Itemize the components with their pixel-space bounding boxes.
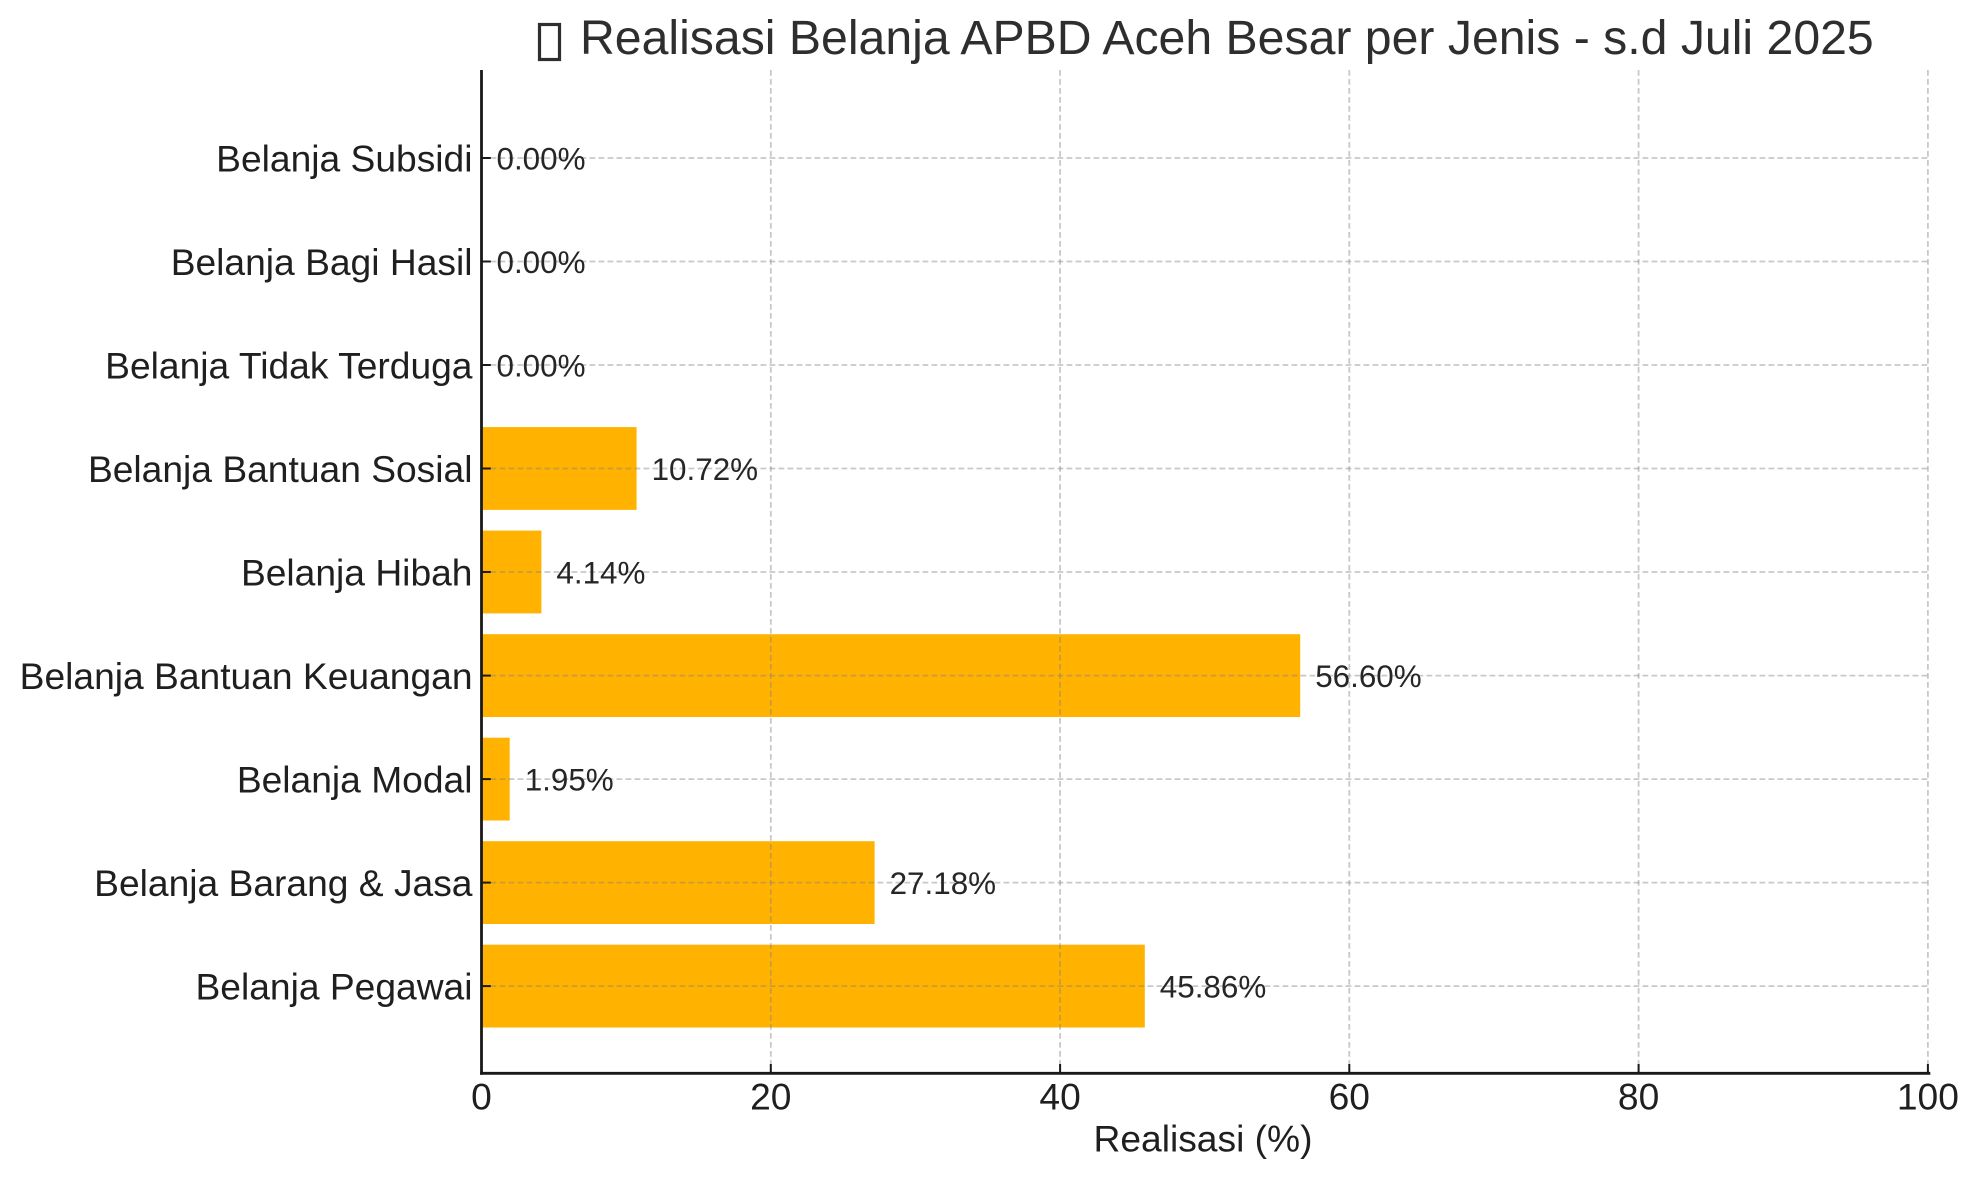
svg-text:27.18%: 27.18% (890, 866, 996, 901)
svg-text:100: 100 (1897, 1075, 1959, 1117)
svg-text:10.72%: 10.72% (652, 452, 758, 487)
svg-text:4.14%: 4.14% (556, 556, 645, 591)
svg-text:Realisasi (%): Realisasi (%) (1093, 1118, 1312, 1160)
svg-text:0.00%: 0.00% (497, 349, 586, 384)
svg-text:45.86%: 45.86% (1160, 970, 1266, 1005)
svg-text:56.60%: 56.60% (1315, 659, 1421, 694)
svg-text:Belanja Bantuan Keuangan: Belanja Bantuan Keuangan (20, 655, 473, 697)
svg-text:0.00%: 0.00% (497, 245, 586, 280)
svg-text:Belanja Hibah: Belanja Hibah (241, 551, 473, 593)
svg-text:0: 0 (471, 1075, 492, 1117)
svg-text:Realisasi Belanja APBD Aceh Be: Realisasi Belanja APBD Aceh Besar per Je… (580, 11, 1874, 65)
svg-text:60: 60 (1329, 1075, 1370, 1117)
svg-text:40: 40 (1039, 1075, 1080, 1117)
svg-text:Belanja Bagi Hasil: Belanja Bagi Hasil (171, 241, 473, 283)
svg-text:Belanja Bantuan Sosial: Belanja Bantuan Sosial (88, 448, 473, 490)
svg-text:Belanja Modal: Belanja Modal (237, 759, 473, 801)
svg-text:1.95%: 1.95% (525, 763, 614, 798)
svg-text:Belanja Tidak Terduga: Belanja Tidak Terduga (105, 344, 473, 386)
svg-text:0.00%: 0.00% (497, 142, 586, 177)
svg-text:Belanja Barang & Jasa: Belanja Barang & Jasa (94, 862, 473, 904)
svg-text:Belanja Subsidi: Belanja Subsidi (216, 137, 472, 179)
svg-text:Belanja Pegawai: Belanja Pegawai (195, 966, 472, 1008)
svg-text:20: 20 (750, 1075, 791, 1117)
svg-text:80: 80 (1618, 1075, 1659, 1117)
